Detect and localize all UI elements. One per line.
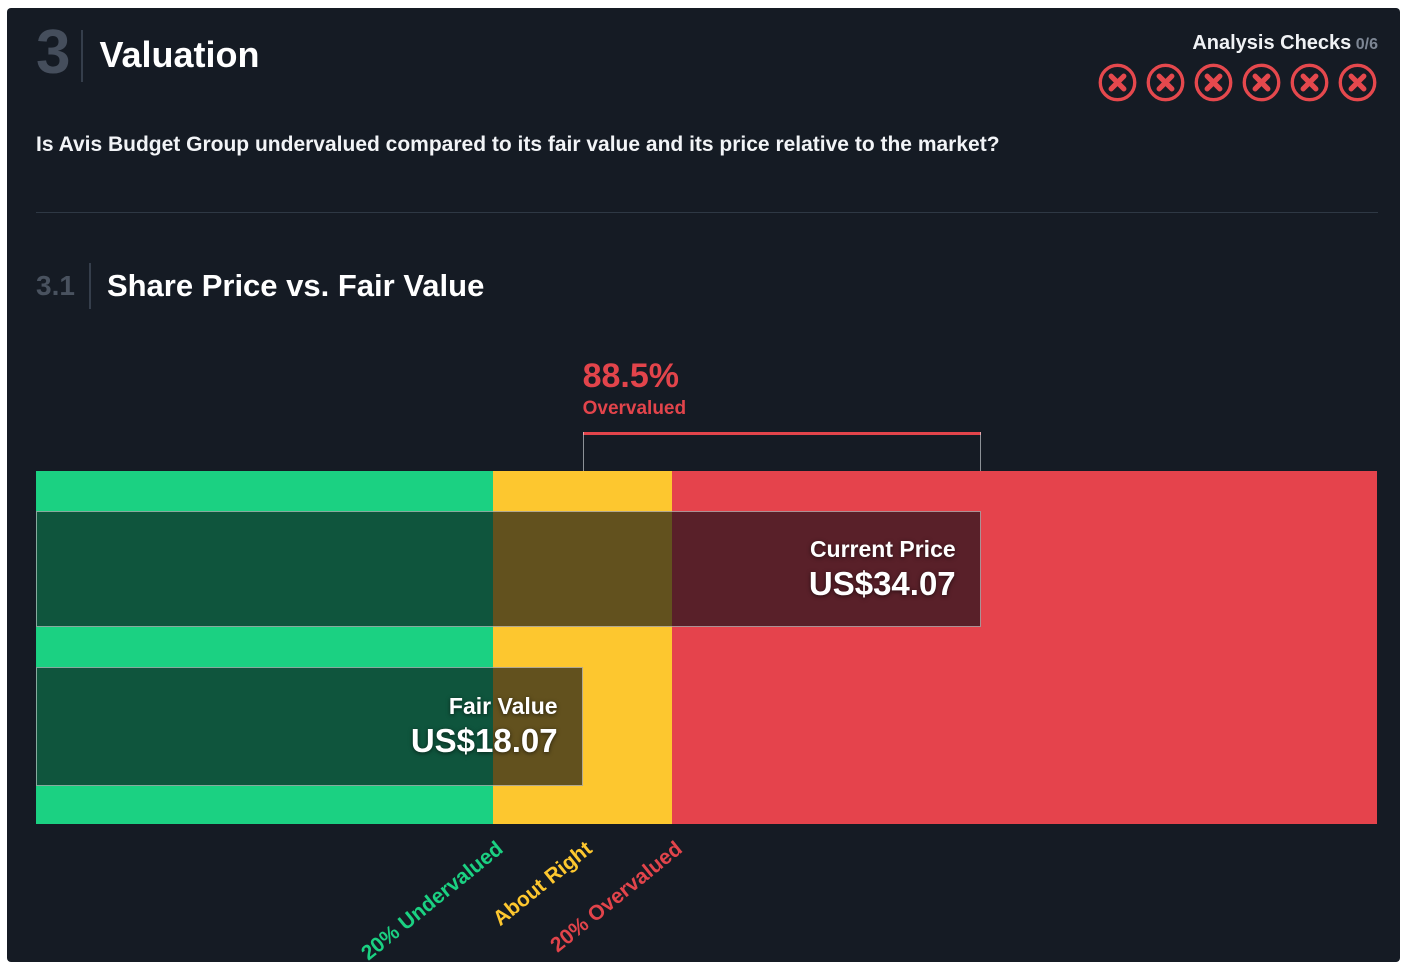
cross-circle-icon[interactable] [1145,62,1186,103]
zone-label-undervalued: 20% Undervalued [356,837,508,962]
section-question: Is Avis Budget Group undervalued compare… [36,133,1000,156]
valuation-section-card: 3 Valuation Analysis Checks 0/6 Is Avis … [7,8,1400,962]
cross-circle-icon[interactable] [1193,62,1234,103]
overvalued-percent: 88.5% [582,357,679,395]
fair-value-bar: Fair Value US$18.07 [36,667,583,786]
current-price-label: Current Price [809,535,956,562]
price-gap-bracket [582,432,981,824]
overvalued-annotation: 88.5% Overvalued [582,357,687,420]
section-header: 3 Valuation Analysis Checks 0/6 [36,22,1378,103]
section-title-group: 3 Valuation [36,22,260,84]
current-price-bar: Current Price US$34.07 [36,511,981,627]
subsection-number: 3.1 [36,270,75,301]
cross-circle-icon[interactable] [1241,62,1282,103]
subsection-header: 3.1 Share Price vs. Fair Value [36,263,1378,309]
gauge-strip-middle [36,627,1377,667]
fair-value-value: US$18.07 [410,722,558,759]
gauge-rows: Current Price US$34.07 Fair Value US$18.… [36,471,1377,824]
analysis-checks-heading: Analysis Checks 0/6 [1097,32,1378,55]
cross-circle-icon[interactable] [1289,62,1330,103]
analysis-check-icons [1097,62,1378,103]
current-price-value: US$34.07 [808,564,956,602]
cross-circle-icon[interactable] [1337,62,1378,103]
section-number: 3 [36,18,70,87]
valuation-gauge: Current Price US$34.07 Fair Value US$18.… [36,471,1377,824]
analysis-checks-score: 0/6 [1355,36,1378,53]
zone-labels: 20% Undervalued About Right 20% Overvalu… [36,837,1377,962]
section-title: Valuation [99,34,260,75]
gauge-strip-bottom [36,786,1377,824]
share-price-vs-fair-value-chart: 88.5% Overvalued Current Price US$34.07 [36,339,1377,962]
fair-value-row: Fair Value US$18.07 [36,667,1377,786]
subsection-title: Share Price vs. Fair Value [106,268,485,303]
cross-circle-icon[interactable] [1097,62,1138,103]
analysis-checks-label: Analysis Checks [1192,32,1352,54]
fair-value-label: Fair Value [448,693,558,719]
gauge-strip-top [36,471,1377,511]
section-divider-line [36,212,1378,213]
overvalued-label: Overvalued [582,397,687,419]
analysis-checks: Analysis Checks 0/6 [1097,22,1378,103]
current-price-row: Current Price US$34.07 [36,511,1377,627]
section-title-divider [81,30,84,82]
subsection-title-divider [88,263,91,309]
